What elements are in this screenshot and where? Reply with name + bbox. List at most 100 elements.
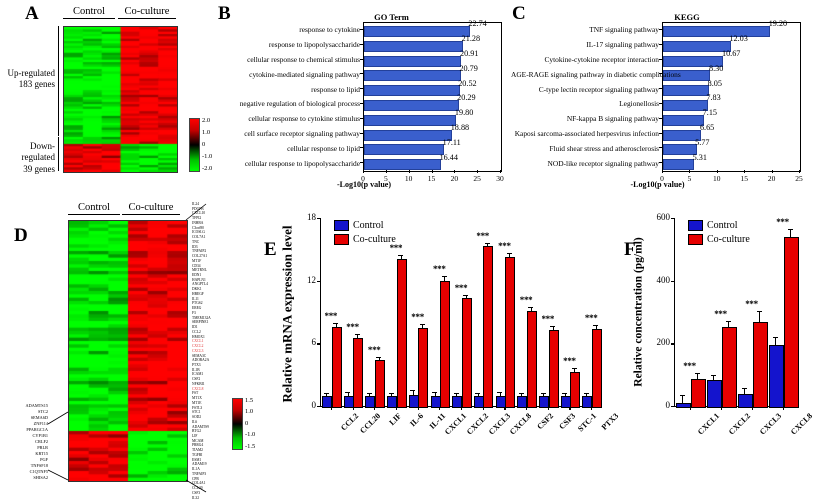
error-bar [697, 372, 698, 380]
bar-value-label: 12.03 [729, 34, 748, 44]
error-bar [759, 311, 760, 322]
panel-b-label: B [218, 3, 231, 24]
gene-label: TNFSF18 [30, 463, 48, 469]
significance-marker: *** [776, 216, 789, 227]
error-bar [586, 393, 588, 397]
bar [495, 395, 506, 408]
x-tick-mark [504, 407, 506, 411]
bar [737, 394, 753, 408]
x-tick-mark [526, 407, 528, 411]
bar [418, 327, 429, 408]
y-tick-mark [670, 406, 674, 408]
bar-value-label: 16.44 [439, 152, 458, 162]
bar [517, 395, 528, 408]
legend-item: Control [688, 220, 738, 231]
x-tick-mark [751, 407, 753, 411]
bar [364, 144, 445, 156]
x-tick-mark [417, 407, 419, 411]
gene-label: METRNL [192, 268, 207, 273]
panel-b-xaxis-label: -Log10(p value) [337, 180, 391, 189]
category-tick [360, 28, 363, 30]
panel-d-legend-ticks: 1.5 1.0 0 -1.0 -1.5 [245, 397, 256, 450]
gene-label: ADAMTS9 [192, 424, 209, 429]
panel-c-label: C [512, 3, 526, 24]
category-tick [659, 88, 662, 90]
category-tick [360, 117, 363, 119]
error-bar [465, 294, 467, 299]
legend-swatch [688, 234, 703, 245]
error-bar [499, 391, 501, 396]
gene-label: PTX3 [192, 362, 201, 367]
significance-marker: *** [411, 312, 424, 322]
x-tick-mark [330, 407, 333, 411]
gene-label: CRLF2 [35, 439, 48, 445]
x-tick-label: 10 [404, 174, 413, 183]
category-label: NOD-like receptor signaling pathway [547, 158, 659, 168]
error-bar [412, 390, 414, 396]
gene-label: HMOX1 [192, 334, 205, 339]
bar-value-label: 17.11 [442, 137, 461, 147]
gene-label: ADAM19 [192, 462, 207, 467]
gene-label: SOD2 [192, 415, 201, 420]
y-tick-mark [316, 406, 320, 408]
category-tick [659, 73, 662, 75]
bar-value-label: 20.79 [459, 63, 478, 73]
category-label: response to lipid [311, 84, 360, 94]
gene-label: COL7A1 [192, 235, 206, 240]
bar-value-label: 8.30 [708, 63, 724, 73]
gene-label: ID1 [192, 325, 198, 330]
significance-marker: *** [563, 356, 576, 367]
bar [364, 55, 462, 67]
category-label: cellular response to lipopolysaccharide [244, 158, 360, 168]
legend-swatch [334, 234, 349, 245]
gene-label: COL27A1 [192, 254, 208, 259]
category-label: response to cytokine [299, 25, 360, 35]
panel-d: D Control Co-culture IL24 PDGFB CXCL10 TFPI… [0, 196, 270, 500]
category-label: Legionellosis [619, 99, 659, 109]
legend-swatch [334, 220, 349, 231]
error-bar-cap [323, 392, 329, 394]
gene-label: ICOSLG [192, 230, 205, 235]
bar [539, 396, 550, 408]
bar [752, 322, 768, 408]
error-bar-cap [333, 322, 339, 324]
error-bar-cap [528, 306, 534, 308]
gene-label: TNFAIP2 [192, 249, 207, 254]
legend-tick: 1.5 [245, 397, 254, 404]
category-label: AGE-RAGE signaling pathway in diabetic c… [511, 69, 681, 79]
error-bar-cap [562, 392, 568, 394]
panel-f-label: F [624, 239, 636, 260]
x-tick-mark [591, 407, 593, 411]
error-bar-cap [463, 294, 469, 296]
gene-label: PRLR [37, 445, 48, 451]
gene-label: CXCL1 [192, 339, 204, 344]
legend-label: Control [353, 220, 384, 231]
gene-label: CSF3 [192, 490, 201, 495]
x-tick-mark [352, 407, 354, 411]
bar [663, 99, 708, 111]
gene-label: CXCL10 [192, 211, 206, 216]
panel-e: E 0 6 12 18 Relative mRNA expression level **… [262, 196, 622, 498]
bar [721, 327, 737, 408]
x-tick-mark [385, 170, 387, 173]
gene-label: F3 [192, 310, 196, 315]
bar [440, 280, 451, 408]
significance-marker: *** [541, 313, 555, 324]
significance-marker: *** [745, 299, 758, 310]
legend-tick: -1.0 [245, 431, 256, 439]
category-tick [659, 102, 662, 104]
x-tick-mark [799, 170, 800, 173]
gene-label: COL4A1 [192, 481, 206, 486]
gene-label: IL6 [192, 419, 198, 424]
panel-a-header-coculture: Co-culture [118, 6, 176, 19]
bar [663, 85, 710, 97]
category-label: Kaposi sarcoma-associated herpesvirus in… [514, 129, 659, 138]
x-tick-mark [363, 170, 364, 173]
bar [364, 114, 457, 126]
legend-tick: 0 [202, 140, 206, 148]
bar-value-label: 22.74 [468, 19, 487, 29]
bar [505, 256, 516, 408]
error-bar [347, 392, 349, 397]
category-tick [659, 117, 662, 119]
gene-label: EDN1 [192, 273, 202, 278]
